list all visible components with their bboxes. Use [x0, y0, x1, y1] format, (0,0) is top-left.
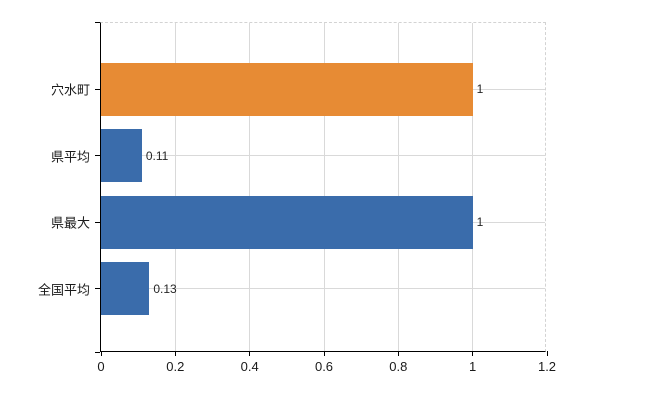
- category-label: 県最大: [50, 215, 90, 231]
- x-axis-tick: [249, 351, 251, 356]
- x-axis-tick: [323, 351, 325, 356]
- x-tick-label: 0.6: [314, 359, 334, 374]
- gridline-vertical: [249, 23, 251, 351]
- y-axis-tick: [95, 288, 100, 290]
- gridline-vertical: [472, 23, 474, 351]
- y-axis-tick: [95, 88, 100, 90]
- bar-value-label: 0.11: [145, 148, 169, 163]
- plot-area: 1 穴水町 0.11 県平均 1 県最大 0.13 全国平均 0 0.2 0.4 0.6 0.8 1 1.2: [38, 22, 556, 374]
- bar: [101, 195, 473, 249]
- x-axis-tick: [397, 351, 399, 356]
- x-tick-label: 0.2: [166, 359, 185, 374]
- bar: [101, 262, 150, 316]
- gridline-vertical: [323, 23, 325, 351]
- x-tick-label: 0.8: [389, 359, 408, 374]
- y-axis-tick: [95, 221, 100, 223]
- bar-value-label: 1: [476, 215, 484, 230]
- category-label: 全国平均: [37, 282, 90, 298]
- y-axis-tick: [95, 22, 100, 23]
- gridline-vertical: [397, 23, 399, 351]
- y-axis-tick: [95, 155, 100, 157]
- x-axis-tick: [546, 351, 548, 356]
- gridline-vertical: [174, 23, 176, 351]
- bar: [101, 129, 142, 183]
- x-axis-tick: [472, 351, 474, 356]
- bar-value-label: 1: [476, 82, 484, 97]
- x-axis-tick: [174, 351, 176, 356]
- bar-value-label: 0.13: [153, 281, 177, 296]
- x-tick-label: 0.4: [240, 359, 259, 374]
- gridline-horizontal: [101, 288, 545, 290]
- y-axis-tick: [95, 352, 100, 353]
- x-axis-tick: [100, 351, 102, 356]
- category-label: 穴水町: [50, 82, 90, 98]
- x-tick-label: 1: [469, 359, 477, 374]
- x-tick-label: 1.2: [537, 359, 557, 374]
- bar: [101, 62, 473, 116]
- gridline-horizontal: [101, 155, 545, 157]
- x-tick-label: 0: [97, 359, 105, 374]
- category-label: 県平均: [50, 149, 90, 165]
